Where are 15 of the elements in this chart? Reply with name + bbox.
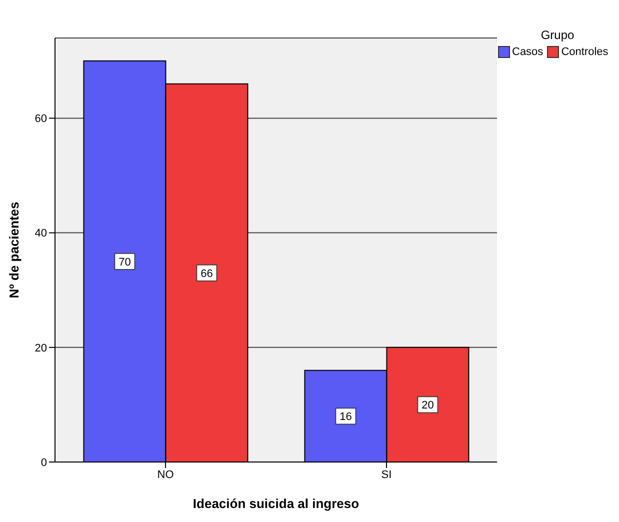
y-tick-label: 0 — [40, 456, 47, 469]
data-label: 20 — [422, 400, 434, 412]
legend-label: Casos — [511, 46, 544, 58]
y-axis-title: Nº de pacientes — [6, 202, 22, 298]
data-label: 70 — [118, 256, 131, 268]
legend-title: Grupo — [540, 28, 576, 42]
x-axis-title: Ideación suicida al ingreso — [192, 496, 360, 511]
x-tick-label: SI — [381, 468, 392, 481]
legend-label: Controles — [560, 46, 608, 58]
x-tick-label: NO — [157, 468, 174, 481]
y-tick-label: 20 — [34, 342, 47, 354]
data-label: 66 — [200, 268, 213, 280]
data-label: 16 — [340, 411, 352, 424]
y-tick-label: 60 — [34, 113, 47, 126]
y-tick-label: 40 — [34, 228, 47, 240]
